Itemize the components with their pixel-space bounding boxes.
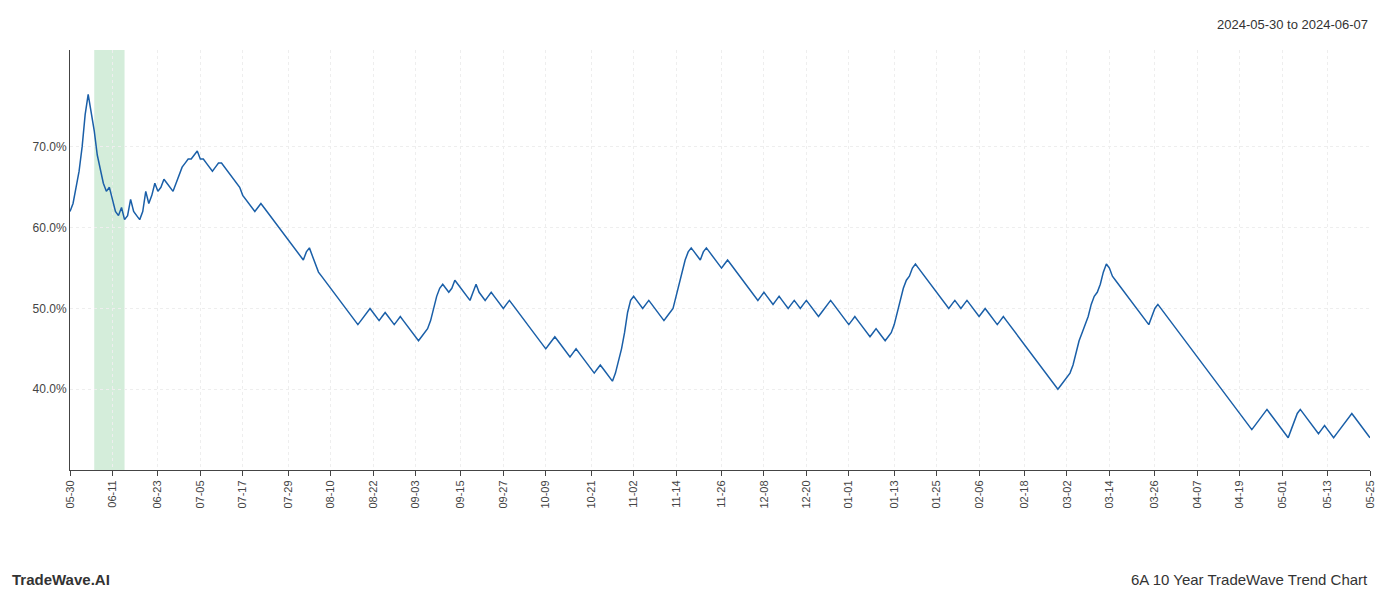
svg-text:08-10: 08-10 [324, 480, 336, 508]
svg-text:02-06: 02-06 [973, 480, 985, 508]
svg-text:40.0%: 40.0% [33, 382, 67, 396]
svg-text:01-13: 01-13 [888, 480, 900, 508]
svg-text:01-25: 01-25 [930, 480, 942, 508]
svg-text:05-13: 05-13 [1321, 480, 1333, 508]
svg-text:04-07: 04-07 [1191, 480, 1203, 508]
svg-text:07-17: 07-17 [236, 480, 248, 508]
svg-text:03-02: 03-02 [1061, 480, 1073, 508]
svg-text:11-14: 11-14 [670, 480, 682, 507]
svg-text:03-14: 03-14 [1103, 480, 1115, 508]
svg-text:10-21: 10-21 [585, 480, 597, 508]
svg-text:60.0%: 60.0% [33, 221, 67, 235]
svg-text:2024-05-30 to 2024-06-07: 2024-05-30 to 2024-06-07 [1217, 17, 1368, 32]
svg-text:11-26: 11-26 [715, 480, 727, 507]
svg-text:11-02: 11-02 [627, 480, 639, 507]
svg-text:06-23: 06-23 [151, 480, 163, 508]
svg-text:50.0%: 50.0% [33, 302, 67, 316]
svg-text:09-27: 09-27 [497, 480, 509, 508]
svg-text:05-25: 05-25 [1364, 480, 1376, 508]
svg-text:04-19: 04-19 [1233, 480, 1245, 508]
svg-text:6A 10 Year TradeWave Trend Cha: 6A 10 Year TradeWave Trend Chart [1131, 571, 1368, 588]
svg-text:08-22: 08-22 [367, 480, 379, 508]
svg-text:12-08: 12-08 [758, 480, 770, 508]
svg-text:02-18: 02-18 [1018, 480, 1030, 508]
svg-text:03-26: 03-26 [1148, 480, 1160, 508]
svg-text:01-01: 01-01 [842, 480, 854, 508]
svg-text:07-29: 07-29 [282, 480, 294, 508]
svg-text:06-11: 06-11 [106, 480, 118, 507]
svg-text:12-20: 12-20 [800, 480, 812, 508]
svg-text:09-03: 09-03 [409, 480, 421, 508]
svg-text:07-05: 07-05 [194, 480, 206, 508]
svg-text:05-30: 05-30 [64, 480, 76, 508]
svg-text:10-09: 10-09 [539, 480, 551, 508]
svg-text:09-15: 09-15 [454, 480, 466, 508]
svg-text:05-01: 05-01 [1276, 480, 1288, 508]
svg-text:70.0%: 70.0% [33, 140, 67, 154]
svg-text:TradeWave.AI: TradeWave.AI [12, 571, 110, 588]
